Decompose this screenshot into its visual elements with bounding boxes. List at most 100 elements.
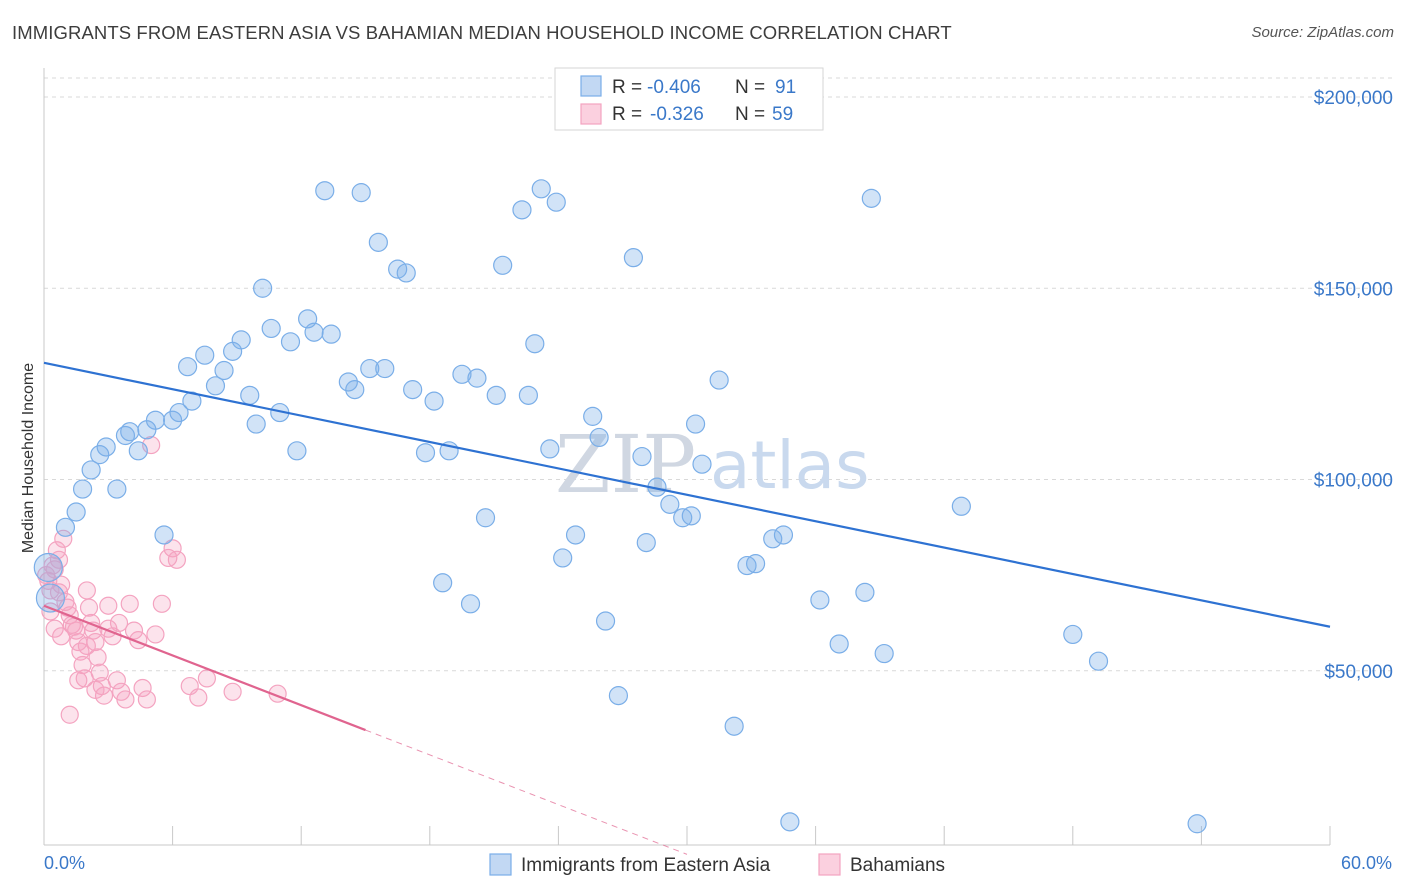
watermark: ZIP atlas bbox=[555, 418, 870, 511]
point-eastern-asia-19 bbox=[195, 345, 215, 365]
point-eastern-asia-87 bbox=[951, 496, 971, 516]
point-bahamians-46 bbox=[197, 669, 216, 688]
point-eastern-asia-67 bbox=[632, 446, 652, 467]
point-eastern-asia-0 bbox=[33, 552, 63, 583]
point-bahamians-8 bbox=[54, 529, 73, 548]
legend-n-label-2: N = bbox=[735, 104, 765, 125]
point-eastern-asia-82 bbox=[810, 590, 830, 610]
point-bahamians-47 bbox=[223, 682, 242, 701]
point-eastern-asia-33 bbox=[321, 324, 341, 344]
point-eastern-asia-85 bbox=[861, 188, 881, 208]
point-eastern-asia-53 bbox=[493, 255, 513, 275]
point-bahamians-34 bbox=[124, 621, 144, 640]
legend-swatch-series1 bbox=[580, 75, 602, 97]
point-eastern-asia-29 bbox=[280, 332, 301, 352]
point-eastern-asia-36 bbox=[345, 380, 365, 400]
trend-lines bbox=[43, 361, 1331, 855]
point-eastern-asia-59 bbox=[546, 192, 566, 212]
point-bahamians-32 bbox=[116, 690, 135, 709]
point-eastern-asia-70 bbox=[660, 494, 680, 514]
point-eastern-asia-26 bbox=[253, 278, 273, 298]
trend-line-eastern-asia bbox=[43, 361, 1331, 628]
point-eastern-asia-27 bbox=[261, 318, 281, 339]
y-tick-label-2: $150,000 bbox=[1314, 279, 1393, 300]
point-eastern-asia-25 bbox=[246, 414, 266, 434]
point-eastern-asia-65 bbox=[608, 686, 629, 706]
point-eastern-asia-24 bbox=[240, 385, 260, 405]
legend-n-value-1: 91 bbox=[775, 77, 796, 98]
point-eastern-asia-15 bbox=[163, 410, 183, 430]
point-eastern-asia-83 bbox=[829, 634, 849, 654]
point-eastern-asia-45 bbox=[424, 391, 444, 411]
point-eastern-asia-4 bbox=[72, 479, 93, 499]
point-eastern-asia-72 bbox=[681, 506, 701, 526]
point-eastern-asia-11 bbox=[128, 441, 148, 461]
point-bahamians-36 bbox=[133, 678, 152, 698]
point-bahamians-40 bbox=[152, 594, 171, 613]
series-legend: Immigrants from Eastern Asia Bahamians bbox=[489, 853, 945, 876]
point-eastern-asia-78 bbox=[745, 554, 766, 574]
legend-r-value-2: -0.326 bbox=[650, 104, 704, 125]
point-eastern-asia-88 bbox=[1063, 624, 1083, 645]
point-eastern-asia-73 bbox=[685, 414, 706, 434]
point-eastern-asia-89 bbox=[1088, 651, 1109, 671]
legend-swatch-series2 bbox=[580, 103, 602, 125]
point-eastern-asia-76 bbox=[724, 716, 744, 736]
point-bahamians-42 bbox=[163, 539, 182, 558]
point-bahamians-37 bbox=[137, 690, 156, 709]
point-eastern-asia-56 bbox=[525, 334, 545, 354]
legend-r-label-1: R = bbox=[612, 77, 642, 98]
trend-line-bahamians-extension bbox=[365, 729, 688, 855]
point-eastern-asia-43 bbox=[403, 380, 423, 400]
bottom-legend-label-2: Bahamians bbox=[850, 855, 945, 876]
point-bahamians-55 bbox=[86, 680, 105, 699]
x-tick-labels: 0.0% 60.0% bbox=[44, 853, 1392, 873]
point-eastern-asia-75 bbox=[709, 370, 729, 390]
point-bahamians-28 bbox=[99, 596, 118, 615]
point-eastern-asia-81 bbox=[780, 812, 800, 832]
y-tick-labels: $50,000 $100,000 $150,000 $200,000 bbox=[1314, 88, 1393, 683]
point-eastern-asia-64 bbox=[595, 611, 616, 631]
point-eastern-asia-34 bbox=[315, 181, 335, 201]
point-eastern-asia-61 bbox=[565, 525, 586, 545]
y-tick-label-3: $200,000 bbox=[1314, 88, 1393, 109]
point-eastern-asia-86 bbox=[874, 643, 894, 664]
point-eastern-asia-14 bbox=[154, 525, 174, 545]
series-eastern-asia-points bbox=[33, 179, 1207, 834]
point-eastern-asia-2 bbox=[55, 517, 76, 537]
point-eastern-asia-40 bbox=[375, 358, 395, 379]
x-tick-label-max: 60.0% bbox=[1341, 853, 1392, 873]
point-eastern-asia-68 bbox=[636, 533, 656, 553]
point-eastern-asia-38 bbox=[360, 358, 380, 379]
point-eastern-asia-62 bbox=[583, 406, 603, 426]
bottom-legend-swatch-2 bbox=[818, 853, 841, 876]
legend-n-value-2: 59 bbox=[772, 104, 793, 125]
source-note: Source: ZipAtlas.com bbox=[1251, 24, 1394, 41]
point-eastern-asia-80 bbox=[773, 525, 794, 545]
y-axis-label: Median Household Income bbox=[20, 363, 37, 553]
point-bahamians-19 bbox=[77, 581, 96, 600]
point-eastern-asia-46 bbox=[433, 573, 453, 593]
y-tick-label-1: $100,000 bbox=[1314, 471, 1393, 492]
watermark-atlas: atlas bbox=[710, 427, 870, 504]
legend-n-label-1: N = bbox=[735, 77, 765, 98]
point-eastern-asia-50 bbox=[467, 368, 487, 388]
point-bahamians-54 bbox=[77, 636, 96, 655]
point-bahamians-53 bbox=[69, 671, 88, 690]
point-eastern-asia-48 bbox=[452, 364, 472, 384]
point-eastern-asia-7 bbox=[96, 437, 116, 457]
point-eastern-asia-60 bbox=[553, 548, 573, 568]
bottom-legend-label-1: Immigrants from Eastern Asia bbox=[521, 855, 771, 876]
trend-line-bahamians bbox=[43, 604, 366, 732]
bottom-legend-swatch-1 bbox=[489, 853, 512, 876]
point-bahamians-20 bbox=[79, 598, 99, 617]
chart-title: IMMIGRANTS FROM EASTERN ASIA VS BAHAMIAN… bbox=[12, 22, 952, 43]
x-tick-label-min: 0.0% bbox=[44, 853, 85, 873]
point-eastern-asia-3 bbox=[66, 502, 86, 522]
point-bahamians-45 bbox=[189, 688, 208, 707]
point-eastern-asia-21 bbox=[214, 360, 234, 381]
point-eastern-asia-10 bbox=[120, 422, 140, 442]
point-eastern-asia-55 bbox=[518, 385, 538, 405]
point-eastern-asia-63 bbox=[589, 427, 609, 448]
